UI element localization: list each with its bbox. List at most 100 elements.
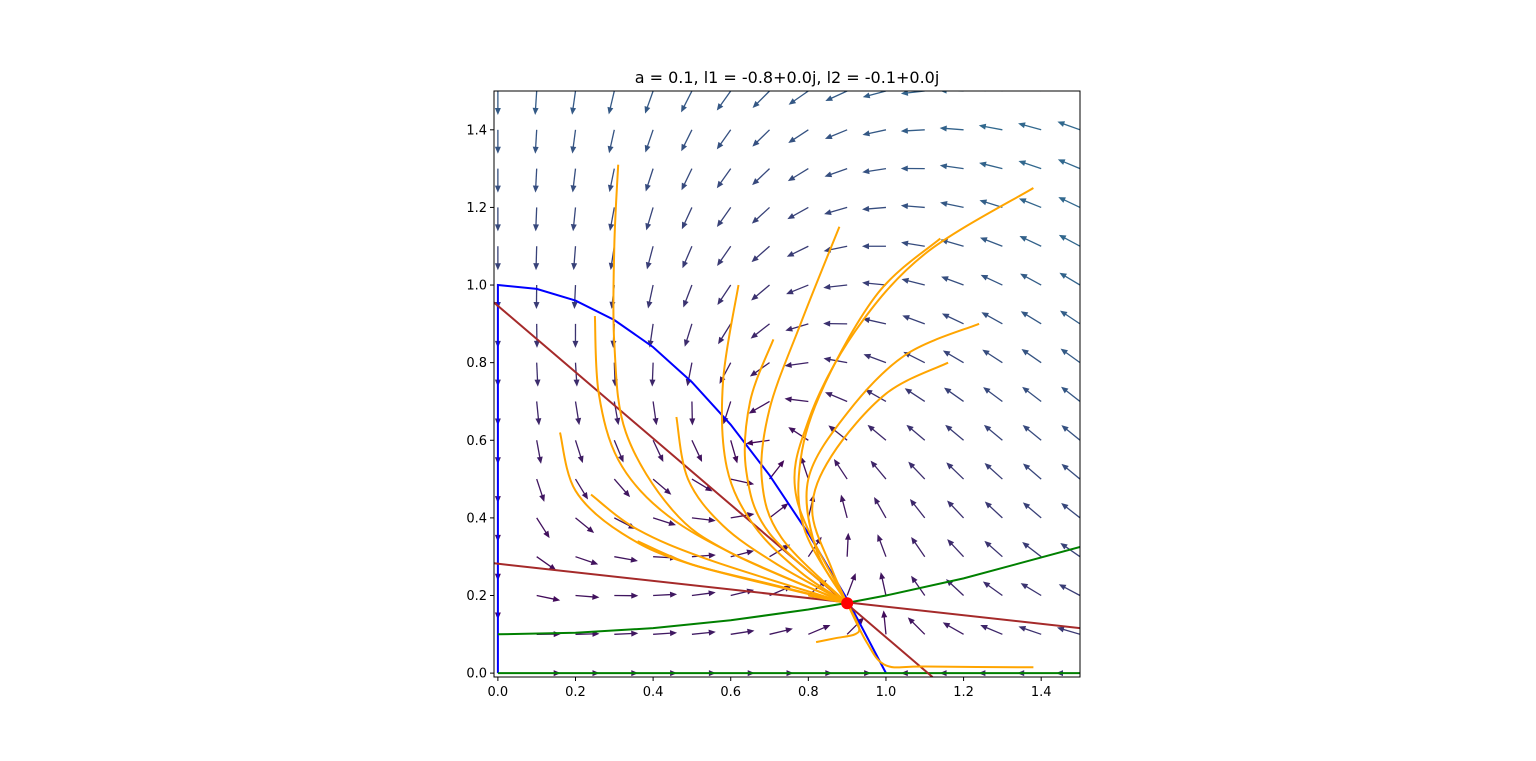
x-tick-label: 1.4 [1031, 685, 1052, 700]
trajectory-curve [797, 237, 941, 604]
field-arrow [881, 610, 888, 635]
field-arrow [681, 129, 693, 152]
field-arrow [1061, 386, 1080, 402]
field-arrow [907, 617, 926, 635]
field-arrow [683, 323, 693, 347]
field-arrow [902, 315, 925, 325]
field-arrow [788, 91, 809, 105]
field-arrow [716, 207, 732, 228]
field-arrow [867, 424, 887, 441]
field-arrow [946, 462, 965, 480]
field-arrow [1057, 121, 1080, 131]
field-arrow [682, 245, 693, 269]
field-arrow [716, 129, 732, 150]
field-arrow [571, 246, 578, 271]
field-arrow [575, 593, 600, 600]
field-arrow [532, 129, 539, 154]
field-arrow [644, 129, 654, 153]
field-arrow [1018, 160, 1042, 170]
field-arrow [652, 478, 672, 495]
field-arrow [874, 497, 887, 519]
field-arrow [534, 362, 541, 387]
field-arrow [1061, 425, 1080, 441]
field-arrow [613, 478, 631, 498]
field-arrow [978, 123, 1003, 131]
field-arrow [571, 285, 578, 310]
field-arrow [788, 129, 809, 143]
field-arrow [862, 317, 887, 325]
field-arrow [824, 168, 848, 178]
field-arrow [494, 129, 501, 154]
field-arrow [824, 206, 848, 216]
field-arrow [1022, 425, 1042, 441]
field-arrow [823, 245, 848, 253]
chart-title: a = 0.1, l1 = -0.8+0.0j, l2 = -0.1+0.0j [635, 68, 940, 87]
field-arrow [574, 401, 582, 426]
field-arrow [984, 463, 1003, 480]
x-tick-label: 0.2 [565, 685, 586, 700]
field-arrow [1020, 273, 1042, 286]
field-arrow [649, 362, 656, 387]
trajectory-curve [760, 226, 848, 605]
eigen-line-1-curve [494, 301, 934, 677]
field-arrow [862, 129, 887, 137]
trajectory-curve [720, 284, 848, 605]
trajectory-curve [846, 602, 1034, 669]
trajectory-curve [811, 361, 949, 604]
field-arrow [1058, 197, 1080, 209]
field-arrow [940, 238, 964, 247]
x-tick-label: 1.2 [953, 685, 974, 700]
field-arrow [1018, 625, 1042, 635]
y-tick-label: 0.2 [466, 589, 487, 604]
trajectory-curve [593, 316, 848, 605]
field-arrow [784, 396, 809, 403]
field-arrow [572, 323, 579, 348]
field-arrow [983, 387, 1003, 402]
field-arrow [1021, 348, 1042, 364]
field-arrow [939, 163, 964, 170]
field-arrow [681, 168, 693, 191]
field-arrow [532, 91, 539, 115]
field-arrow [1018, 198, 1042, 209]
field-arrow [769, 460, 785, 480]
field-arrow [730, 440, 739, 464]
field-arrow [494, 207, 501, 232]
field-arrow [494, 168, 501, 193]
field-arrow [716, 168, 732, 189]
field-arrow [1038, 91, 1042, 92]
field-arrow [769, 503, 789, 519]
field-arrow [944, 387, 964, 402]
field-arrow [939, 125, 964, 132]
y-axis: 0.0 0.2 0.4 0.6 0.8 1.0 1.2 1.4 [466, 123, 494, 682]
field-arrow [607, 91, 615, 115]
field-arrow [752, 129, 770, 147]
field-arrow [863, 353, 887, 364]
field-arrow [981, 312, 1003, 325]
field-arrow [730, 478, 755, 486]
field-arrow [980, 274, 1003, 286]
field-arrow [900, 203, 925, 210]
field-arrow [980, 624, 1003, 635]
field-arrow [718, 323, 732, 345]
x-tick-label: 0.8 [798, 685, 819, 700]
y-tick-label: 0.8 [466, 356, 487, 371]
field-arrow [691, 590, 716, 597]
field-arrow [904, 388, 926, 403]
field-arrow [1019, 236, 1042, 247]
field-arrow [1060, 348, 1080, 364]
field-arrow [787, 206, 809, 220]
field-arrow [653, 591, 678, 598]
field-arrow [788, 427, 809, 441]
field-arrow [645, 207, 654, 231]
field-arrow [1057, 159, 1080, 170]
field-arrow [825, 91, 848, 101]
x-axis: 0.0 0.2 0.4 0.6 0.8 1.0 1.2 1.4 [488, 677, 1052, 700]
field-arrow [1020, 583, 1042, 597]
field-arrow [574, 440, 584, 464]
field-arrow [607, 168, 615, 193]
field-arrow [717, 284, 732, 306]
field-arrow [839, 494, 848, 519]
field-arrow [941, 313, 964, 325]
field-arrow [1022, 463, 1042, 480]
field-arrow [982, 581, 1003, 597]
